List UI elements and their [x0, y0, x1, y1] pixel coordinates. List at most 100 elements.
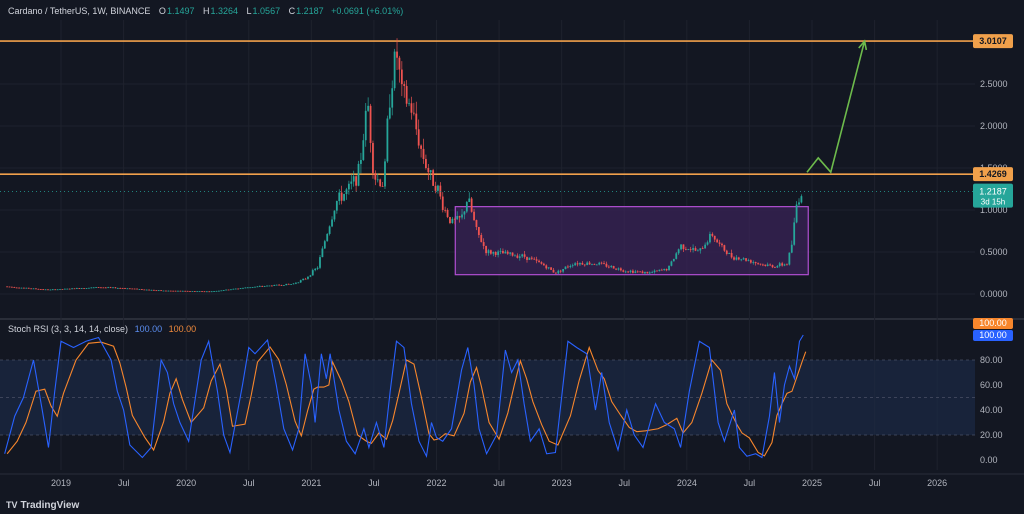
candle-body: [781, 263, 784, 266]
bar-countdown-label: 3d 15h: [981, 198, 1005, 207]
candle-body: [747, 260, 750, 261]
candle-body: [280, 285, 283, 286]
candle-body: [422, 148, 425, 159]
candle-body: [119, 288, 122, 289]
candle-body: [514, 255, 516, 257]
candle-body: [140, 289, 143, 290]
candle-body: [477, 227, 480, 236]
candle-body: [463, 211, 466, 215]
y-tick-label: 2.5000: [980, 79, 1008, 89]
candle-body: [268, 285, 271, 287]
candle-body: [701, 248, 704, 250]
candle-body: [752, 262, 755, 263]
candle-body: [384, 161, 386, 187]
accumulation-range-box[interactable]: [454, 206, 809, 276]
candle-body: [165, 290, 167, 292]
candle-body: [629, 270, 632, 272]
symbol-title[interactable]: Cardano / TetherUS, 1W, BINANCE: [8, 6, 151, 16]
tradingview-name: TradingView: [20, 500, 80, 511]
candle-body: [116, 288, 119, 289]
candle-body: [461, 214, 463, 218]
stoch-d-line: [6, 341, 807, 457]
y-tick-label: 0.0000: [980, 289, 1008, 299]
candle-body: [427, 168, 430, 173]
candles[interactable]: [6, 38, 803, 293]
candle-body: [215, 290, 218, 292]
candle-body: [297, 282, 300, 284]
candle-body: [316, 267, 319, 269]
candle-body: [400, 69, 403, 85]
candle-body: [552, 269, 555, 273]
candle-body: [432, 170, 435, 186]
candle-body: [480, 235, 483, 243]
candle-body: [494, 251, 497, 255]
candle-body: [145, 289, 148, 291]
candle-body: [605, 263, 608, 267]
candle-body: [150, 289, 153, 291]
candle-body: [521, 254, 524, 257]
x-tick-label: Jul: [618, 478, 630, 488]
candle-body: [376, 179, 379, 181]
candle-body: [528, 257, 531, 260]
candle-body: [408, 103, 410, 105]
candle-body: [71, 288, 73, 290]
candle-body: [728, 253, 731, 254]
candle-body: [453, 218, 456, 220]
candle-body: [456, 216, 459, 220]
open-value: 1.1497: [166, 6, 195, 16]
candle-body: [352, 176, 355, 182]
candle-body: [492, 251, 495, 254]
candle-body: [27, 287, 30, 289]
tradingview-brand[interactable]: TV TradingView: [6, 500, 79, 511]
candle-body: [730, 253, 733, 258]
candle-body: [579, 262, 581, 265]
candle-body: [13, 287, 16, 288]
high-label: H: [202, 6, 210, 16]
candle-body: [338, 192, 341, 202]
candle-body: [612, 266, 615, 269]
candle-body: [458, 216, 461, 218]
candle-body: [258, 286, 261, 287]
level-price-label: 3.0107: [979, 36, 1007, 46]
candle-body: [102, 287, 105, 289]
candle-body: [321, 248, 324, 258]
candle-body: [742, 258, 745, 260]
candle-body: [213, 291, 215, 293]
candle-body: [622, 270, 625, 272]
candle-body: [569, 265, 572, 268]
candle-body: [136, 288, 138, 290]
candle-body: [357, 163, 360, 186]
candle-body: [355, 176, 358, 186]
candle-body: [634, 271, 637, 273]
candle-body: [35, 288, 37, 290]
candle-body: [225, 289, 228, 291]
candle-body: [607, 266, 610, 268]
level-price-tag: [973, 167, 1013, 182]
candle-body: [44, 289, 47, 291]
candle-body: [51, 289, 54, 291]
candle-body: [766, 264, 769, 266]
candle-body: [451, 218, 454, 224]
candle-body: [186, 290, 189, 292]
change-value: +0.0691 (+6.01%): [331, 6, 404, 16]
candle-body: [85, 288, 88, 290]
candle-body: [603, 263, 605, 264]
candle-body: [220, 290, 223, 292]
candle-body: [446, 210, 449, 218]
indicator-title[interactable]: Stoch RSI (3, 3, 14, 14, close): [8, 324, 129, 334]
candle-body: [639, 271, 642, 273]
candle-body: [133, 288, 136, 290]
candle-body: [364, 110, 367, 141]
candle-body: [114, 287, 117, 289]
candle-body: [410, 103, 413, 113]
projection-arrow[interactable]: [806, 40, 866, 174]
candle-body: [287, 283, 290, 285]
x-tick-label: Jul: [869, 478, 881, 488]
candle-body: [210, 291, 213, 293]
candle-body: [172, 290, 175, 292]
candle-body: [737, 257, 740, 260]
candle-body: [234, 288, 237, 290]
candle-body: [20, 287, 23, 289]
candle-body: [761, 264, 764, 266]
